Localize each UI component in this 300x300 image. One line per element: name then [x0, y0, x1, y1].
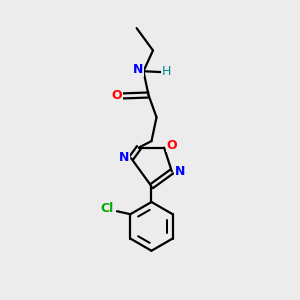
Text: O: O — [111, 88, 122, 101]
Text: N: N — [175, 165, 185, 178]
Text: H: H — [162, 65, 171, 78]
Text: N: N — [118, 151, 129, 164]
Text: N: N — [133, 63, 144, 76]
Text: Cl: Cl — [100, 202, 114, 215]
Text: O: O — [166, 139, 177, 152]
